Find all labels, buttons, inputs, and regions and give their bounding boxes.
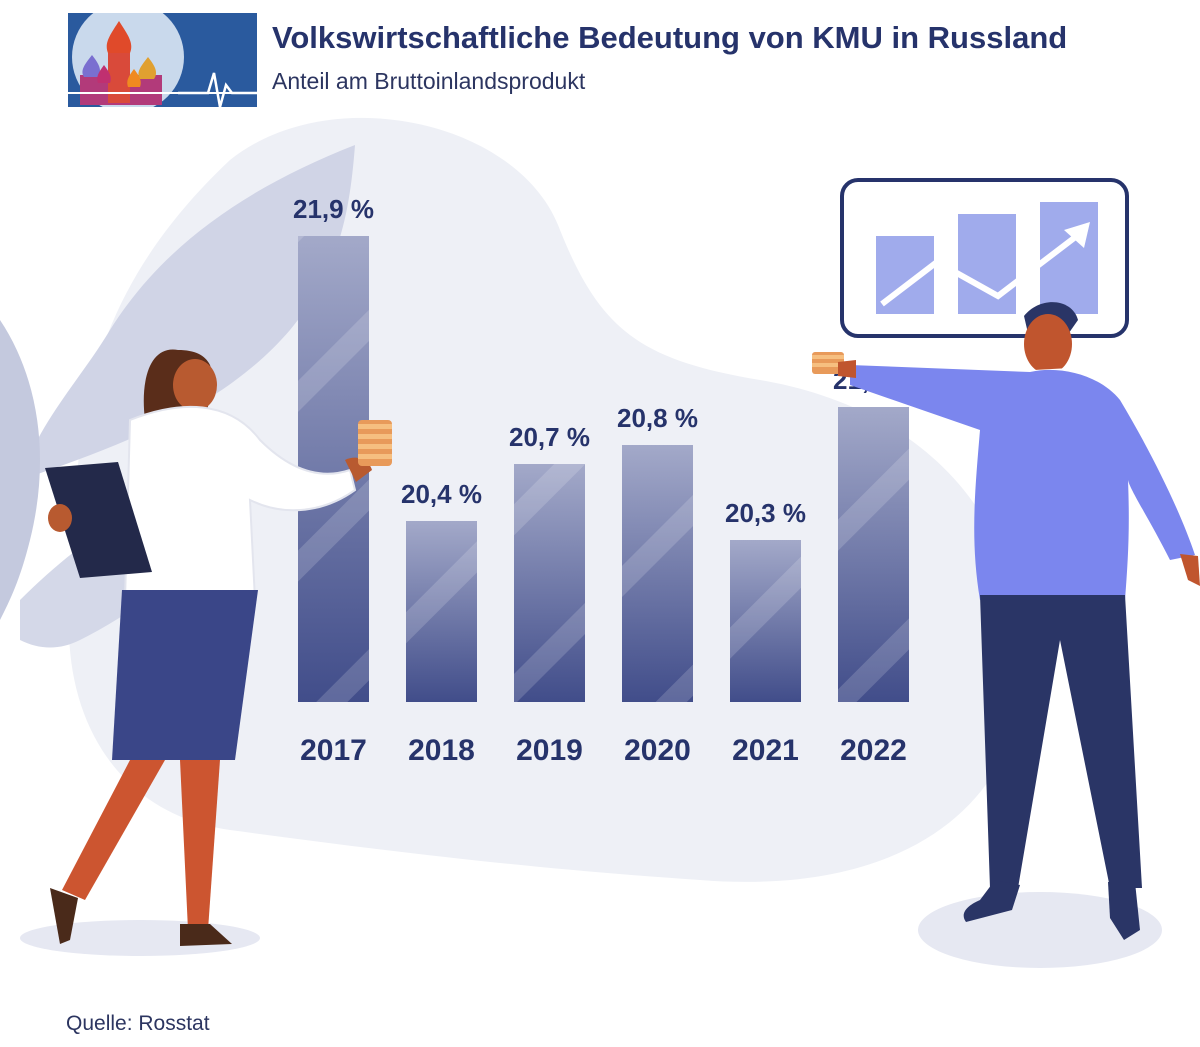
leaf-shape [20, 145, 355, 480]
man-illustration [812, 178, 1200, 968]
trend-arrow-icon [880, 229, 1084, 307]
bar-stripe [406, 521, 477, 702]
page-title: Volkswirtschaftliche Bedeutung von KMU i… [272, 20, 1068, 55]
onion-domes-icon [80, 21, 162, 105]
bar-series: 21,9 % 2017 20,4 % 2018 20,7 % 2019 20,8 % 2020… [293, 194, 914, 767]
bar-stripe [730, 540, 801, 702]
page-subtitle: Anteil am Bruttoinlandsprodukt [272, 68, 586, 94]
category-label: 2018 [408, 734, 475, 767]
bar-stripe [838, 407, 909, 702]
pulse-line-icon [178, 72, 257, 107]
clipboard-icon [45, 462, 152, 578]
bar-stripe [514, 464, 585, 702]
category-label: 2017 [300, 734, 367, 767]
category-label: 2020 [624, 734, 691, 767]
leaf-shape [0, 320, 40, 620]
screen-frame [840, 178, 1129, 338]
value-label: 20,3 % [725, 498, 806, 528]
value-label: 20,8 % [617, 403, 698, 433]
category-label: 2021 [732, 734, 799, 767]
bar-stripe [622, 445, 693, 702]
value-label: 20,7 % [509, 422, 590, 452]
category-label: 2022 [840, 734, 907, 767]
brand-logo [68, 13, 257, 107]
woman-illustration [20, 349, 392, 956]
category-label: 2019 [516, 734, 583, 767]
value-label: 20,4 % [401, 479, 482, 509]
value-label: 21,9 % [293, 194, 374, 224]
source-note: Quelle: Rosstat [66, 1012, 210, 1035]
